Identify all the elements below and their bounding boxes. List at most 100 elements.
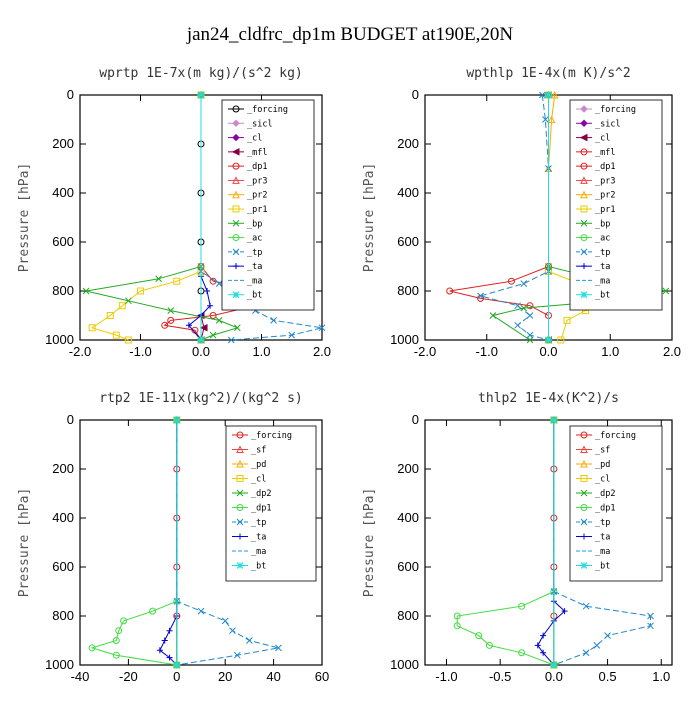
legend-marker: [237, 533, 243, 540]
series-line-pr1: [90, 95, 202, 341]
legend-label: _cl: [595, 475, 610, 485]
data-point: [221, 617, 229, 625]
legend-marker: [580, 234, 588, 242]
data-point: [229, 627, 236, 635]
legend-marker: [236, 475, 244, 482]
data-point: [540, 632, 547, 639]
data-point: [173, 277, 181, 285]
x-tick-label: 1.0: [652, 669, 670, 684]
legend-label: _ma: [247, 276, 262, 286]
data-point: [106, 312, 114, 319]
legend-marker: [580, 431, 588, 439]
data-point: [489, 312, 497, 319]
data-point: [161, 321, 169, 329]
data-point: [173, 661, 181, 669]
y-tick-label: 1000: [390, 332, 419, 347]
data-point: [137, 287, 144, 295]
legend-marker: [580, 162, 588, 170]
data-point: [485, 641, 493, 649]
data-point: [204, 288, 211, 294]
legend-label: _pr1: [595, 205, 615, 215]
legend-marker: [236, 431, 244, 439]
data-point: [112, 651, 120, 659]
x-tick-label: 60: [315, 669, 329, 684]
legend-label: _sicl: [595, 119, 621, 129]
legend-label: _sicl: [247, 119, 273, 129]
legend-label: _tp: [251, 518, 266, 528]
data-point: [453, 622, 461, 630]
y-tick-label: 400: [52, 185, 74, 200]
series-line-dp1: [90, 420, 178, 666]
panel-title: wpthlp 1E-4x(m K)/s^2: [466, 66, 630, 81]
data-point: [453, 612, 461, 620]
y-tick-label: 800: [397, 283, 419, 298]
data-point: [88, 644, 96, 652]
x-tick-label: -0.5: [489, 669, 511, 684]
legend-marker: [232, 133, 240, 142]
series-mfl: [196, 91, 208, 344]
legend-marker: [232, 162, 240, 170]
series-line-pr2: [548, 94, 556, 340]
data-point: [124, 336, 132, 344]
legend-marker: [236, 445, 244, 453]
legend-marker: [580, 119, 588, 127]
legend-label: _pd: [595, 460, 610, 470]
legend-label: _cl: [595, 134, 610, 144]
legend-label: _ac: [247, 234, 262, 244]
data-point: [507, 277, 515, 285]
legend-label: _bt: [595, 291, 610, 301]
y-tick-label: 200: [397, 461, 419, 476]
y-axis-label: Pressure [hPa]: [17, 163, 32, 273]
series-line-tp: [478, 94, 549, 341]
legend-marker: [232, 105, 240, 113]
legend-box: [225, 425, 317, 582]
y-tick-label: 0: [412, 87, 419, 102]
panel-title: thlp2 1E-4x(K^2)/s: [478, 391, 619, 406]
series-dp1: [453, 416, 558, 669]
x-tick-label: -20: [119, 669, 138, 684]
legend-label: _forcing: [595, 105, 636, 115]
data-point: [604, 632, 611, 639]
series-line-ta: [159, 420, 178, 666]
y-tick-label: 400: [397, 510, 419, 525]
data-point: [199, 323, 208, 332]
y-tick-label: 600: [397, 234, 419, 249]
legend-label: _cl: [251, 475, 266, 485]
data-point: [275, 644, 282, 652]
x-tick-label: 1.0: [601, 344, 619, 359]
legend: _forcing _sicl _cl _mfl _dp1 _pr3 _pr2 _pr1 _bp _…: [221, 99, 315, 311]
data-point: [526, 312, 534, 319]
legend: _forcing _sf _pd _cl _dp2 _dp1 _tp _ta _ma _bt: [569, 425, 663, 582]
data-point: [233, 651, 241, 659]
data-point: [173, 416, 181, 424]
data-point: [662, 287, 670, 295]
data-point: [227, 336, 235, 344]
data-point: [82, 287, 90, 295]
x-tick-label: 2.0: [663, 344, 681, 359]
plot-frame: [424, 419, 673, 666]
y-tick-label: 600: [52, 234, 74, 249]
data-point: [593, 642, 601, 649]
data-point: [518, 649, 526, 657]
legend-marker: [580, 105, 588, 113]
data-point: [520, 304, 528, 312]
data-point: [582, 602, 590, 610]
y-tick-label: 200: [52, 461, 74, 476]
legend-label: _pr2: [247, 191, 267, 201]
legend-label: _pr1: [247, 205, 267, 215]
y-tick-label: 0: [67, 412, 74, 427]
legend-marker: [233, 263, 239, 270]
x-tick-label: 40: [266, 669, 280, 684]
data-point: [207, 302, 214, 309]
data-point: [526, 331, 534, 339]
data-point: [647, 612, 654, 620]
data-point: [538, 91, 546, 99]
data-point: [520, 280, 528, 288]
legend-marker: [236, 504, 244, 511]
plot-frame: [79, 419, 323, 666]
y-axis-label: Pressure [hPa]: [362, 488, 377, 598]
series-pr1: [88, 91, 205, 344]
legend-label: _tp: [247, 248, 262, 258]
data-point: [166, 654, 173, 661]
